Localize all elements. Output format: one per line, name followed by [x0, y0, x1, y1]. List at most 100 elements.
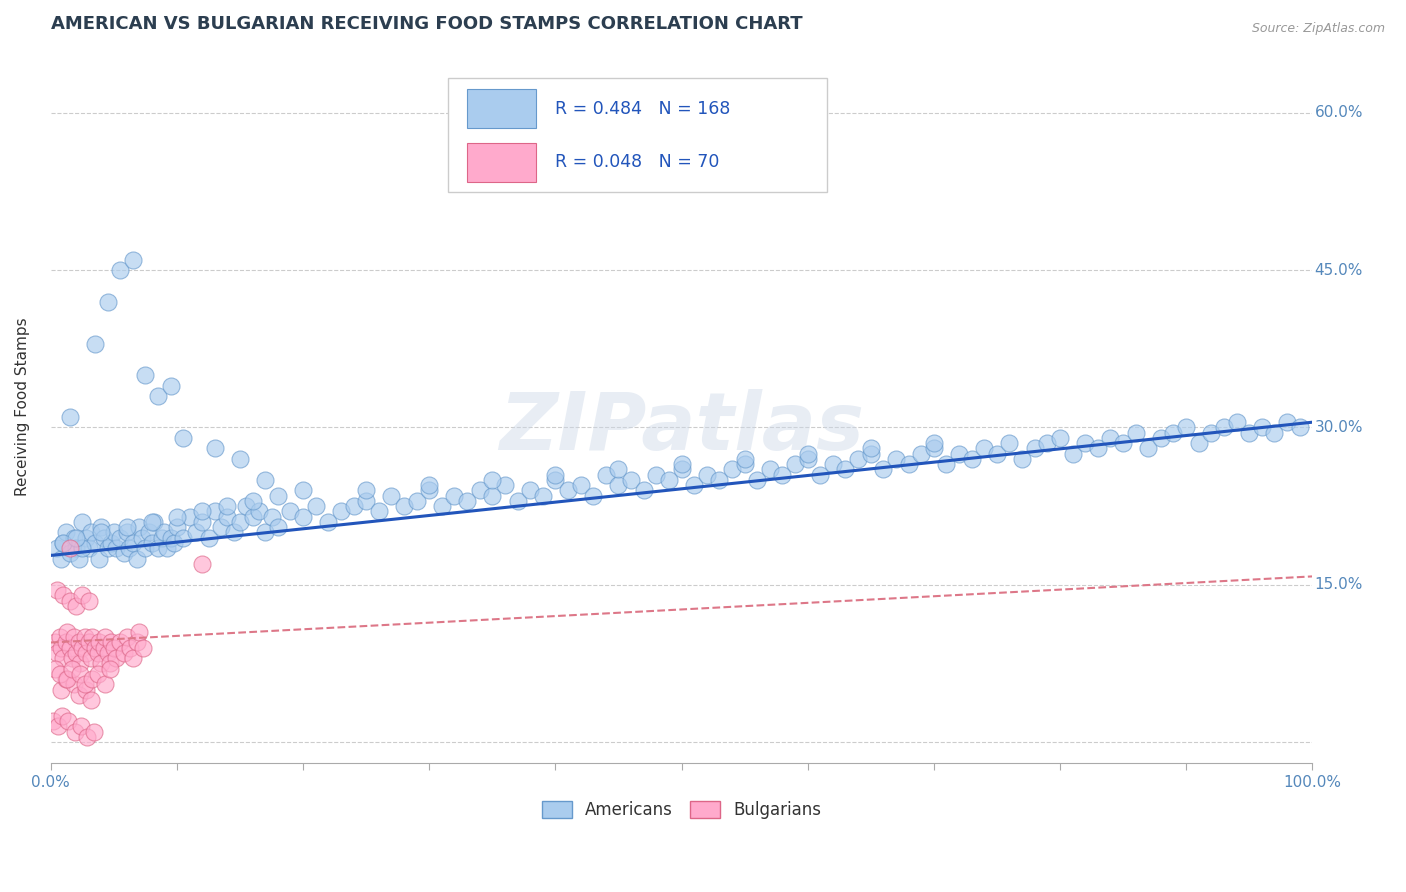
- Point: [65, 541, 87, 555]
- Point: [73, 630, 96, 644]
- Point: [67, 635, 90, 649]
- Text: 60.0%: 60.0%: [1315, 105, 1364, 120]
- Point: [247, 504, 270, 518]
- Point: [52, 536, 75, 550]
- Point: [73, 677, 96, 691]
- Point: [354, 494, 377, 508]
- Point: [209, 520, 232, 534]
- Point: [132, 640, 155, 655]
- Point: [72, 640, 94, 655]
- Point: [179, 509, 201, 524]
- Point: [48, 630, 70, 644]
- Point: [75, 682, 97, 697]
- Point: [97, 294, 120, 309]
- Point: [115, 525, 138, 540]
- Point: [1125, 425, 1147, 440]
- Point: [172, 431, 194, 445]
- Point: [846, 451, 869, 466]
- Y-axis label: Receiving Food Stamps: Receiving Food Stamps: [15, 318, 30, 496]
- Point: [821, 457, 844, 471]
- Point: [607, 478, 630, 492]
- Point: [172, 531, 194, 545]
- Text: 30.0%: 30.0%: [1315, 420, 1364, 435]
- Point: [138, 525, 160, 540]
- Point: [65, 646, 87, 660]
- Point: [84, 640, 107, 655]
- Point: [128, 520, 150, 534]
- FancyBboxPatch shape: [449, 78, 827, 193]
- Point: [254, 473, 277, 487]
- Point: [531, 489, 554, 503]
- Point: [595, 467, 617, 482]
- Point: [607, 462, 630, 476]
- Point: [292, 509, 315, 524]
- Point: [143, 515, 166, 529]
- Point: [112, 646, 135, 660]
- Point: [166, 520, 188, 534]
- Point: [72, 515, 94, 529]
- Point: [94, 677, 117, 691]
- Point: [1225, 415, 1247, 429]
- Point: [342, 499, 364, 513]
- Point: [46, 582, 69, 597]
- Point: [1112, 436, 1135, 450]
- Point: [98, 657, 121, 671]
- Point: [90, 657, 112, 671]
- Point: [734, 451, 756, 466]
- Point: [121, 252, 143, 267]
- Point: [69, 667, 91, 681]
- Point: [229, 515, 252, 529]
- Point: [65, 599, 87, 613]
- Text: R = 0.484   N = 168: R = 0.484 N = 168: [555, 100, 731, 118]
- Point: [1150, 431, 1173, 445]
- Point: [204, 504, 226, 518]
- Point: [77, 593, 100, 607]
- Point: [392, 499, 415, 513]
- Point: [222, 525, 245, 540]
- Point: [59, 593, 82, 607]
- Point: [55, 635, 77, 649]
- Point: [69, 657, 91, 671]
- Point: [48, 719, 70, 733]
- Point: [481, 473, 503, 487]
- Point: [267, 520, 290, 534]
- Point: [229, 451, 252, 466]
- Point: [884, 451, 907, 466]
- Point: [103, 640, 125, 655]
- Point: [146, 389, 169, 403]
- Point: [960, 451, 983, 466]
- Point: [63, 724, 86, 739]
- Point: [443, 489, 465, 503]
- Point: [125, 551, 148, 566]
- Point: [75, 531, 97, 545]
- Point: [1099, 431, 1122, 445]
- Point: [834, 462, 856, 476]
- Point: [191, 557, 214, 571]
- Point: [430, 499, 453, 513]
- Point: [97, 541, 120, 555]
- Point: [1074, 436, 1097, 450]
- Point: [125, 635, 148, 649]
- Point: [633, 483, 655, 498]
- Text: 45.0%: 45.0%: [1315, 262, 1362, 277]
- Point: [103, 525, 125, 540]
- Legend: Americans, Bulgarians: Americans, Bulgarians: [536, 795, 828, 826]
- Point: [93, 640, 115, 655]
- Point: [582, 489, 605, 503]
- Point: [77, 541, 100, 555]
- Point: [922, 436, 945, 450]
- Point: [112, 546, 135, 560]
- Point: [620, 473, 643, 487]
- Point: [55, 525, 77, 540]
- Point: [796, 451, 818, 466]
- Point: [118, 541, 141, 555]
- Text: ZIPatlas: ZIPatlas: [499, 389, 865, 467]
- Point: [544, 473, 567, 487]
- Point: [197, 531, 219, 545]
- Point: [97, 646, 120, 660]
- Point: [58, 714, 80, 728]
- Point: [87, 635, 110, 649]
- Point: [62, 677, 84, 691]
- Point: [76, 730, 98, 744]
- Point: [86, 667, 108, 681]
